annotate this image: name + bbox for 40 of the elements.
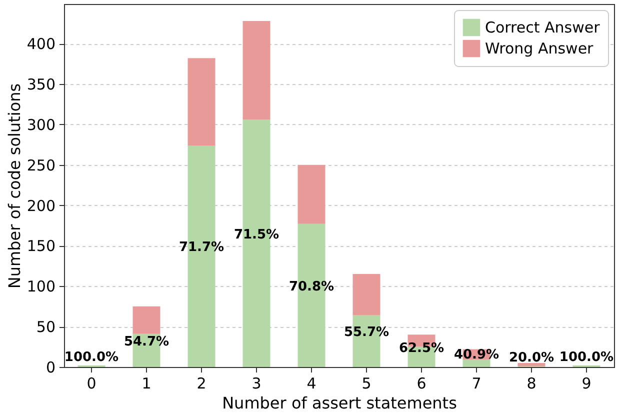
y-tick-label: 50 bbox=[36, 318, 56, 336]
y-tick-label: 250 bbox=[26, 156, 56, 174]
annotation: 20.0% bbox=[508, 350, 554, 366]
y-tick-label: 300 bbox=[26, 116, 56, 134]
bar bbox=[352, 274, 380, 316]
annotation: 100.0% bbox=[559, 350, 614, 366]
x-tick-label: 2 bbox=[196, 374, 206, 392]
y-tick-label: 0 bbox=[46, 358, 56, 376]
y-tick-label: 200 bbox=[26, 196, 56, 215]
y-tick-label: 400 bbox=[26, 35, 56, 54]
x-tick-label: 3 bbox=[252, 374, 262, 392]
annotation: 62.5% bbox=[398, 340, 444, 356]
annotation: 70.8% bbox=[288, 279, 334, 294]
annotation: 55.7% bbox=[344, 325, 390, 340]
annotation: 54.7% bbox=[124, 334, 170, 350]
x-tick-label: 1 bbox=[142, 374, 152, 392]
bar bbox=[462, 360, 490, 367]
bar bbox=[298, 164, 326, 224]
x-tick-label: 0 bbox=[86, 374, 96, 392]
y-tick-label: 350 bbox=[26, 76, 56, 94]
x-tick-label: 9 bbox=[582, 374, 592, 392]
legend-label: Correct Answer bbox=[485, 18, 601, 36]
bar bbox=[132, 306, 160, 334]
x-tick-label: 8 bbox=[526, 374, 536, 392]
annotation: 71.7% bbox=[178, 240, 224, 256]
annotation: 40.9% bbox=[454, 347, 500, 362]
y-tick-label: 150 bbox=[26, 237, 56, 256]
bar bbox=[188, 58, 216, 146]
y-axis-title: Number of code solutions bbox=[4, 83, 24, 289]
x-tick-label: 4 bbox=[306, 374, 316, 392]
x-tick-label: 5 bbox=[362, 374, 372, 392]
annotation: 71.5% bbox=[234, 227, 280, 242]
x-axis-title: Number of assert statements bbox=[222, 394, 457, 412]
x-tick-label: 6 bbox=[416, 374, 426, 392]
bar bbox=[518, 362, 546, 366]
y-tick-label: 100 bbox=[26, 278, 56, 296]
annotation: 100.0% bbox=[64, 350, 119, 366]
x-tick-label: 7 bbox=[472, 374, 482, 392]
legend-label: Wrong Answer bbox=[485, 40, 594, 58]
bar bbox=[242, 20, 270, 120]
